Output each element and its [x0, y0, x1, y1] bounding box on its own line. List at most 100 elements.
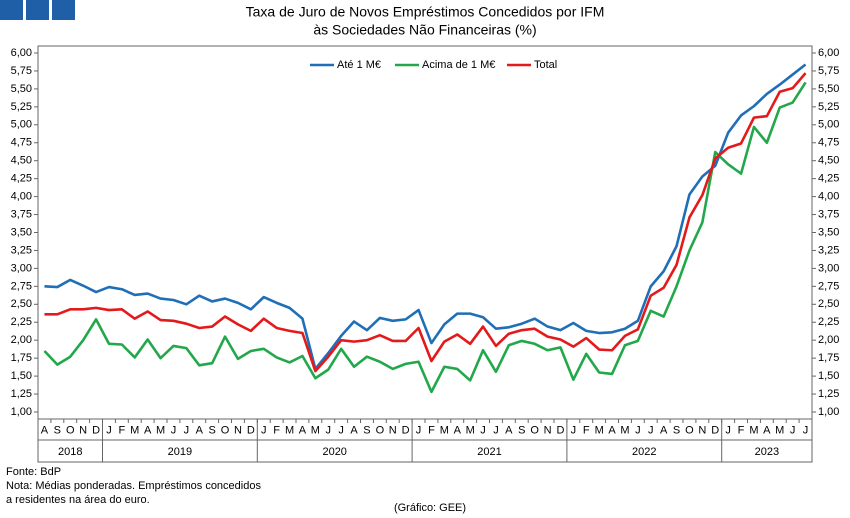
x-tick-label: D	[402, 424, 410, 436]
x-tick-label: J	[635, 424, 641, 436]
y-tick-label: 1,50	[11, 370, 32, 382]
y2-tick-label: 3,50	[818, 226, 839, 238]
y2-tick-label: 4,75	[818, 137, 839, 149]
y-tick-label: 1,25	[11, 388, 32, 400]
year-label: 2022	[632, 446, 656, 458]
y-tick-label: 5,50	[11, 83, 32, 95]
y2-tick-label: 6,00	[818, 47, 839, 59]
y2-tick-label: 2,75	[818, 280, 839, 292]
y-tick-label: 2,25	[11, 316, 32, 328]
y-tick-label: 2,75	[11, 280, 32, 292]
year-label: 2019	[168, 446, 192, 458]
x-tick-label: J	[725, 424, 731, 436]
note: Nota: Médias ponderadas. Empréstimos con…	[6, 480, 261, 492]
y-tick-label: 3,25	[11, 244, 32, 256]
y-tick-label: 4,50	[11, 155, 32, 167]
y-tick-label: 6,00	[11, 47, 32, 59]
y2-tick-label: 4,25	[818, 173, 839, 185]
y-tick-label: 5,75	[11, 65, 32, 77]
x-tick-label: O	[530, 424, 539, 436]
y2-tick-label: 1,75	[818, 352, 839, 364]
x-tick-label: F	[118, 424, 125, 436]
x-tick-label: A	[660, 424, 668, 436]
y2-tick-label: 2,50	[818, 298, 839, 310]
series-line	[44, 72, 807, 373]
x-tick-label: M	[440, 424, 449, 436]
logo-block	[26, 0, 49, 20]
x-tick-label: J	[416, 424, 422, 436]
x-tick-label: D	[711, 424, 719, 436]
note: a residentes na área do euro.	[6, 494, 150, 506]
x-tick-label: D	[247, 424, 255, 436]
y2-tick-label: 2,25	[818, 316, 839, 328]
y2-tick-label: 4,00	[818, 191, 839, 203]
y-tick-label: 3,75	[11, 208, 32, 220]
y2-tick-label: 5,25	[818, 101, 839, 113]
x-tick-label: N	[234, 424, 242, 436]
x-tick-label: O	[221, 424, 230, 436]
x-tick-label: M	[749, 424, 758, 436]
x-tick-label: F	[583, 424, 590, 436]
x-tick-label: A	[763, 424, 771, 436]
x-tick-label: D	[92, 424, 100, 436]
y2-tick-label: 5,75	[818, 65, 839, 77]
x-tick-label: J	[493, 424, 499, 436]
y-tick-label: 1,00	[11, 406, 32, 418]
x-tick-label: O	[376, 424, 385, 436]
series-line	[44, 63, 807, 371]
x-tick-label: A	[196, 424, 204, 436]
x-tick-label: M	[130, 424, 139, 436]
y-tick-label: 2,00	[11, 334, 32, 346]
x-tick-label: M	[311, 424, 320, 436]
x-tick-label: N	[389, 424, 397, 436]
x-tick-label: A	[144, 424, 152, 436]
x-tick-label: F	[738, 424, 745, 436]
x-tick-label: M	[620, 424, 629, 436]
year-label: 2021	[477, 446, 501, 458]
logo-block	[52, 0, 75, 20]
note: Fonte: BdP	[6, 466, 61, 478]
x-tick-label: D	[556, 424, 564, 436]
series-line	[43, 81, 807, 394]
y-tick-label: 5,25	[11, 101, 32, 113]
y2-tick-label: 1,50	[818, 370, 839, 382]
x-tick-label: M	[466, 424, 475, 436]
x-tick-label: N	[79, 424, 87, 436]
x-tick-label: A	[350, 424, 358, 436]
x-tick-label: J	[648, 424, 654, 436]
y2-tick-label: 1,25	[818, 388, 839, 400]
chart-title: Taxa de Juro de Novos Empréstimos Conced…	[246, 4, 605, 20]
x-tick-label: J	[571, 424, 577, 436]
y2-tick-label: 5,50	[818, 83, 839, 95]
chart-title: às Sociedades Não Financeiras (%)	[313, 22, 536, 38]
x-tick-label: J	[106, 424, 112, 436]
x-tick-label: A	[505, 424, 513, 436]
y-tick-label: 1,75	[11, 352, 32, 364]
legend-label: Total	[534, 59, 557, 71]
x-tick-label: A	[454, 424, 462, 436]
x-tick-label: F	[273, 424, 280, 436]
y-tick-label: 3,50	[11, 226, 32, 238]
credit: (Gráfico: GEE)	[394, 502, 466, 514]
year-label: 2020	[322, 446, 346, 458]
x-tick-label: M	[285, 424, 294, 436]
x-tick-label: S	[208, 424, 215, 436]
y-tick-label: 2,50	[11, 298, 32, 310]
x-tick-label: J	[790, 424, 796, 436]
x-tick-label: J	[171, 424, 177, 436]
y2-tick-label: 3,00	[818, 262, 839, 274]
x-tick-label: J	[326, 424, 332, 436]
year-label: 2018	[58, 446, 82, 458]
x-tick-label: N	[544, 424, 552, 436]
y-tick-label: 3,00	[11, 262, 32, 274]
x-tick-label: M	[775, 424, 784, 436]
x-tick-label: M	[595, 424, 604, 436]
x-tick-label: F	[428, 424, 435, 436]
x-tick-label: M	[156, 424, 165, 436]
x-tick-label: S	[518, 424, 525, 436]
y-tick-label: 4,00	[11, 191, 32, 203]
y2-tick-label: 3,75	[818, 208, 839, 220]
x-tick-label: A	[299, 424, 307, 436]
